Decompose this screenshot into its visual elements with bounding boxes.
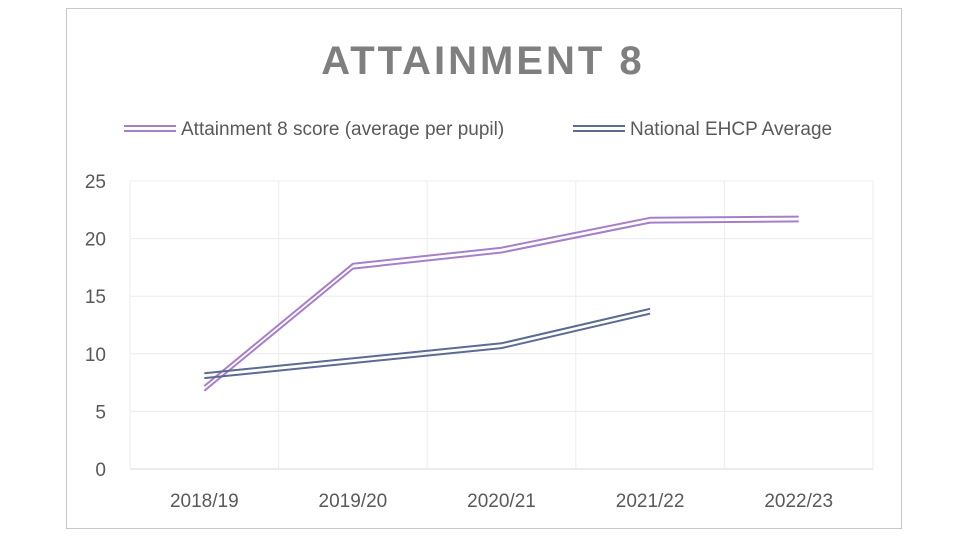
series-layer xyxy=(203,215,799,392)
legend: Attainment 8 score (average per pupil) N… xyxy=(124,119,832,140)
y-tick-label: 20 xyxy=(85,230,106,251)
y-tick-label: 15 xyxy=(85,287,106,308)
x-tick-label: 2022/23 xyxy=(764,491,833,512)
y-tick-label: 25 xyxy=(85,172,106,193)
x-axis: 2018/19 2019/20 2020/21 2021/22 2022/23 xyxy=(170,491,833,512)
legend-item-national: National EHCP Average xyxy=(573,119,832,140)
legend-label-national: National EHCP Average xyxy=(630,119,832,140)
series-0 xyxy=(203,215,799,392)
legend-item-attainment: Attainment 8 score (average per pupil) xyxy=(124,119,504,140)
legend-label-attainment: Attainment 8 score (average per pupil) xyxy=(181,119,504,140)
series-1 xyxy=(204,307,651,380)
x-tick-label: 2019/20 xyxy=(319,491,388,512)
y-axis: 0 5 10 15 20 25 xyxy=(85,172,106,481)
y-tick-label: 10 xyxy=(85,345,106,366)
x-tick-label: 2021/22 xyxy=(616,491,685,512)
series-line xyxy=(204,312,651,380)
series-line xyxy=(203,215,799,387)
chart-title: ATTAINMENT 8 xyxy=(321,39,644,83)
series-line xyxy=(203,220,799,392)
x-tick-label: 2020/21 xyxy=(467,491,536,512)
y-tick-label: 0 xyxy=(95,460,106,481)
series-line xyxy=(204,307,651,375)
y-tick-label: 5 xyxy=(95,402,106,423)
chart-frame xyxy=(66,8,902,529)
x-tick-label: 2018/19 xyxy=(170,491,239,512)
gridlines xyxy=(129,180,874,470)
